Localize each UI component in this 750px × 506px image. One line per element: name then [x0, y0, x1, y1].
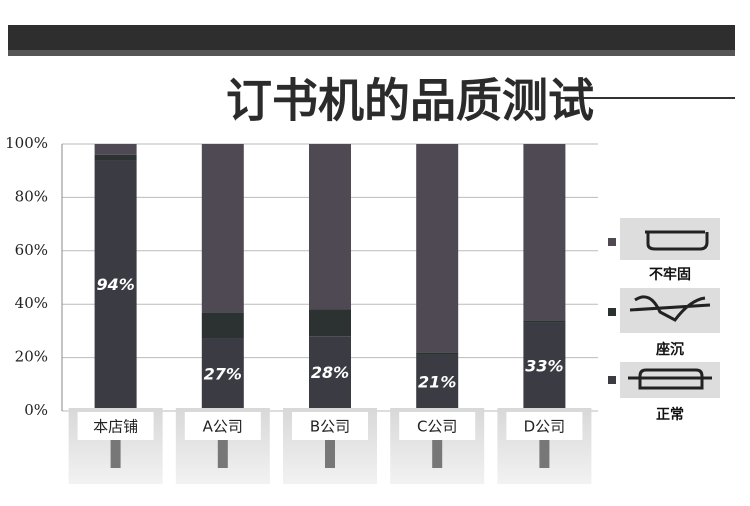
- pin: [432, 440, 443, 468]
- bar-segment: [94, 154, 137, 161]
- bar-segment: [416, 354, 459, 411]
- y-tick-label: 0%: [24, 401, 48, 419]
- pin: [110, 440, 121, 468]
- data-label: 33%: [525, 356, 563, 375]
- y-tick-label: 100%: [5, 134, 48, 152]
- bar-segment: [201, 144, 244, 313]
- bar-segment: [94, 160, 137, 411]
- bar-segment: [416, 144, 459, 353]
- bar-segment: [94, 144, 137, 155]
- chart-title: 订书机的品质测试: [226, 74, 594, 128]
- pin: [217, 440, 228, 468]
- legend-marker: [608, 238, 616, 246]
- legend-label: 不牢固: [649, 266, 691, 283]
- y-tick-label: 40%: [15, 294, 48, 312]
- x-tick-label: B公司: [310, 418, 350, 436]
- data-label: 28%: [311, 363, 349, 382]
- legend-icons: [620, 218, 720, 398]
- y-tick-label: 80%: [15, 187, 48, 205]
- bar-segment: [523, 322, 566, 411]
- x-tick-label: 本店铺: [93, 418, 138, 436]
- pin: [539, 440, 550, 468]
- bar-segment: [201, 338, 244, 411]
- bar-segment: [309, 144, 351, 310]
- x-tick-label: C公司: [417, 418, 457, 436]
- bar-segment: [416, 352, 459, 355]
- label-box: [399, 412, 476, 440]
- bar-segment: [309, 309, 351, 337]
- data-label: 27%: [204, 364, 242, 383]
- label-box: [184, 412, 261, 440]
- bar-segment: [523, 320, 566, 323]
- data-label: 21%: [418, 372, 456, 391]
- x-tick-label: D公司: [524, 418, 566, 436]
- label-box: [77, 412, 154, 440]
- pin: [325, 440, 335, 468]
- legend-label: 座沉: [656, 341, 684, 358]
- label-box: [292, 412, 368, 440]
- y-tick-label: 20%: [15, 348, 48, 366]
- label-box: [506, 412, 583, 440]
- header-stripe: [8, 50, 735, 56]
- bar-segment: [201, 312, 244, 339]
- legend-label: 正常: [656, 406, 684, 423]
- legend-marker: [608, 376, 616, 384]
- y-tick-label: 60%: [15, 241, 48, 259]
- x-tick-label: A公司: [203, 418, 243, 436]
- legend-marker: [608, 308, 616, 316]
- data-label: 94%: [96, 275, 134, 294]
- bar-segment: [309, 336, 351, 411]
- bar-segment: [523, 144, 566, 321]
